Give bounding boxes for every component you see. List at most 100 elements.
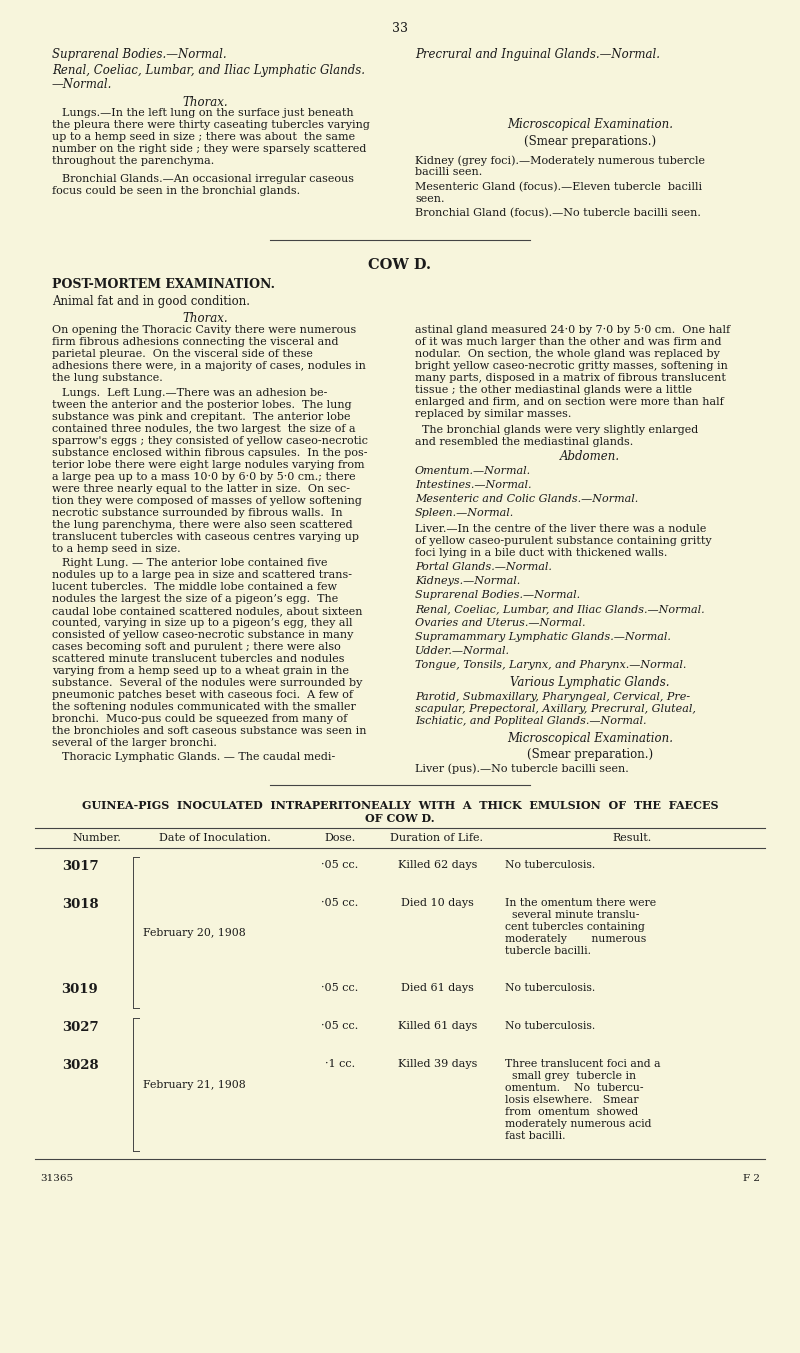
Text: Ischiatic, and Popliteal Glands.—Normal.: Ischiatic, and Popliteal Glands.—Normal. (415, 716, 646, 727)
Text: Kidney (grey foci).—Moderately numerous tubercle: Kidney (grey foci).—Moderately numerous … (415, 156, 705, 165)
Text: tissue ; the other mediastinal glands were a little: tissue ; the other mediastinal glands we… (415, 386, 692, 395)
Text: 3027: 3027 (62, 1022, 98, 1034)
Text: No tuberculosis.: No tuberculosis. (505, 1022, 595, 1031)
Text: Died 61 days: Died 61 days (401, 984, 474, 993)
Text: several minute translu-: several minute translu- (505, 911, 639, 920)
Text: up to a hemp seed in size ; there was about  the same: up to a hemp seed in size ; there was ab… (52, 133, 355, 142)
Text: Thorax.: Thorax. (182, 313, 228, 325)
Text: scapular, Prepectoral, Axillary, Precrural, Gluteal,: scapular, Prepectoral, Axillary, Precrur… (415, 704, 696, 714)
Text: tion they were composed of masses of yellow softening: tion they were composed of masses of yel… (52, 497, 362, 506)
Text: varying from a hemp seed up to a wheat grain in the: varying from a hemp seed up to a wheat g… (52, 666, 349, 676)
Text: foci lying in a bile duct with thickened walls.: foci lying in a bile duct with thickened… (415, 548, 667, 557)
Text: Renal, Coeliac, Lumbar, and Iliac Glands.—Normal.: Renal, Coeliac, Lumbar, and Iliac Glands… (415, 603, 705, 614)
Text: Killed 39 days: Killed 39 days (398, 1059, 477, 1069)
Text: Three translucent foci and a: Three translucent foci and a (505, 1059, 661, 1069)
Text: Died 10 days: Died 10 days (401, 898, 474, 908)
Text: nodular.  On section, the whole gland was replaced by: nodular. On section, the whole gland was… (415, 349, 720, 359)
Text: Lungs.—In the left lung on the surface just beneath: Lungs.—In the left lung on the surface j… (62, 108, 354, 118)
Text: necrotic substance surrounded by fibrous walls.  In: necrotic substance surrounded by fibrous… (52, 507, 342, 518)
Text: were three nearly equal to the latter in size.  On sec-: were three nearly equal to the latter in… (52, 484, 350, 494)
Text: Udder.—Normal.: Udder.—Normal. (415, 645, 510, 656)
Text: tween the anterior and the posterior lobes.  The lung: tween the anterior and the posterior lob… (52, 400, 352, 410)
Text: 3019: 3019 (62, 984, 98, 996)
Text: Result.: Result. (612, 833, 652, 843)
Text: In the omentum there were: In the omentum there were (505, 898, 656, 908)
Text: Parotid, Submaxillary, Pharyngeal, Cervical, Pre-: Parotid, Submaxillary, Pharyngeal, Cervi… (415, 691, 690, 702)
Text: bright yellow caseo-necrotic gritty masses, softening in: bright yellow caseo-necrotic gritty mass… (415, 361, 728, 371)
Text: 3017: 3017 (62, 861, 98, 873)
Text: 31365: 31365 (40, 1174, 73, 1183)
Text: of it was much larger than the other and was firm and: of it was much larger than the other and… (415, 337, 722, 346)
Text: February 21, 1908: February 21, 1908 (143, 1081, 246, 1091)
Text: counted, varying in size up to a pigeon’s egg, they all: counted, varying in size up to a pigeon’… (52, 618, 353, 628)
Text: the lung substance.: the lung substance. (52, 373, 162, 383)
Text: No tuberculosis.: No tuberculosis. (505, 984, 595, 993)
Text: Liver.—In the centre of the liver there was a nodule: Liver.—In the centre of the liver there … (415, 524, 706, 534)
Text: Number.: Number. (73, 833, 122, 843)
Text: Tongue, Tonsils, Larynx, and Pharynx.—Normal.: Tongue, Tonsils, Larynx, and Pharynx.—No… (415, 660, 686, 670)
Text: the bronchioles and soft caseous substance was seen in: the bronchioles and soft caseous substan… (52, 727, 366, 736)
Text: moderately numerous acid: moderately numerous acid (505, 1119, 651, 1128)
Text: the lung parenchyma, there were also seen scattered: the lung parenchyma, there were also see… (52, 520, 353, 530)
Text: cases becoming soft and purulent ; there were also: cases becoming soft and purulent ; there… (52, 643, 341, 652)
Text: firm fibrous adhesions connecting the visceral and: firm fibrous adhesions connecting the vi… (52, 337, 338, 346)
Text: Bronchial Glands.—An occasional irregular caseous: Bronchial Glands.—An occasional irregula… (62, 175, 354, 184)
Text: Right Lung. — The anterior lobe contained five: Right Lung. — The anterior lobe containe… (62, 557, 327, 568)
Text: On opening the Thoracic Cavity there were numerous: On opening the Thoracic Cavity there wer… (52, 325, 356, 336)
Text: Kidneys.—Normal.: Kidneys.—Normal. (415, 576, 520, 586)
Text: throughout the parenchyma.: throughout the parenchyma. (52, 156, 214, 166)
Text: Spleen.—Normal.: Spleen.—Normal. (415, 507, 514, 518)
Text: seen.: seen. (415, 193, 445, 204)
Text: (Smear preparations.): (Smear preparations.) (524, 135, 656, 147)
Text: omentum.    No  tubercu-: omentum. No tubercu- (505, 1082, 643, 1093)
Text: ·05 cc.: ·05 cc. (322, 861, 358, 870)
Text: Dose.: Dose. (324, 833, 356, 843)
Text: substance.  Several of the nodules were surrounded by: substance. Several of the nodules were s… (52, 678, 362, 687)
Text: substance enclosed within fibrous capsules.  In the pos-: substance enclosed within fibrous capsul… (52, 448, 367, 459)
Text: Microscopical Examination.: Microscopical Examination. (507, 118, 673, 131)
Text: Suprarenal Bodies.—Normal.: Suprarenal Bodies.—Normal. (415, 590, 580, 599)
Text: (Smear preparation.): (Smear preparation.) (527, 748, 653, 760)
Text: parietal pleurae.  On the visceral side of these: parietal pleurae. On the visceral side o… (52, 349, 313, 359)
Text: Abdomen.: Abdomen. (560, 451, 620, 463)
Text: ·1 cc.: ·1 cc. (325, 1059, 355, 1069)
Text: nodules up to a large pea in size and scattered trans-: nodules up to a large pea in size and sc… (52, 570, 352, 580)
Text: the softening nodules communicated with the smaller: the softening nodules communicated with … (52, 702, 356, 712)
Text: 33: 33 (392, 22, 408, 35)
Text: a large pea up to a mass 10·0 by 6·0 by 5·0 cm.; there: a large pea up to a mass 10·0 by 6·0 by … (52, 472, 356, 482)
Text: bacilli seen.: bacilli seen. (415, 166, 482, 177)
Text: OF COW D.: OF COW D. (365, 813, 435, 824)
Text: Duration of Life.: Duration of Life. (390, 833, 483, 843)
Text: and resembled the mediastinal glands.: and resembled the mediastinal glands. (415, 437, 634, 446)
Text: focus could be seen in the bronchial glands.: focus could be seen in the bronchial gla… (52, 185, 300, 196)
Text: losis elsewhere.   Smear: losis elsewhere. Smear (505, 1095, 638, 1105)
Text: the pleura there were thirty caseating tubercles varying: the pleura there were thirty caseating t… (52, 120, 370, 130)
Text: from  omentum  showed: from omentum showed (505, 1107, 638, 1118)
Text: Supramammary Lymphatic Glands.—Normal.: Supramammary Lymphatic Glands.—Normal. (415, 632, 671, 643)
Text: Intestines.—Normal.: Intestines.—Normal. (415, 480, 531, 490)
Text: Animal fat and in good condition.: Animal fat and in good condition. (52, 295, 250, 308)
Text: F 2: F 2 (743, 1174, 760, 1183)
Text: enlarged and firm, and on section were more than half: enlarged and firm, and on section were m… (415, 396, 724, 407)
Text: Killed 61 days: Killed 61 days (398, 1022, 477, 1031)
Text: small grey  tubercle in: small grey tubercle in (505, 1072, 636, 1081)
Text: Various Lymphatic Glands.: Various Lymphatic Glands. (510, 676, 670, 689)
Text: cent tubercles containing: cent tubercles containing (505, 921, 645, 932)
Text: Lungs.  Left Lung.—There was an adhesion be-: Lungs. Left Lung.—There was an adhesion … (62, 388, 327, 398)
Text: scattered minute translucent tubercles and nodules: scattered minute translucent tubercles a… (52, 653, 345, 664)
Text: substance was pink and crepitant.  The anterior lobe: substance was pink and crepitant. The an… (52, 413, 350, 422)
Text: astinal gland measured 24·0 by 7·0 by 5·0 cm.  One half: astinal gland measured 24·0 by 7·0 by 5·… (415, 325, 730, 336)
Text: Mesenteric and Colic Glands.—Normal.: Mesenteric and Colic Glands.—Normal. (415, 494, 638, 505)
Text: adhesions there were, in a majority of cases, nodules in: adhesions there were, in a majority of c… (52, 361, 366, 371)
Text: 3028: 3028 (62, 1059, 98, 1072)
Text: Liver (pus).—No tubercle bacilli seen.: Liver (pus).—No tubercle bacilli seen. (415, 763, 629, 774)
Text: February 20, 1908: February 20, 1908 (143, 928, 246, 939)
Text: The bronchial glands were very slightly enlarged: The bronchial glands were very slightly … (415, 425, 698, 436)
Text: contained three nodules, the two largest  the size of a: contained three nodules, the two largest… (52, 423, 356, 434)
Text: number on the right side ; they were sparsely scattered: number on the right side ; they were spa… (52, 143, 366, 154)
Text: Killed 62 days: Killed 62 days (398, 861, 477, 870)
Text: Microscopical Examination.: Microscopical Examination. (507, 732, 673, 746)
Text: —Normal.: —Normal. (52, 78, 112, 91)
Text: POST-MORTEM EXAMINATION.: POST-MORTEM EXAMINATION. (52, 277, 275, 291)
Text: replaced by similar masses.: replaced by similar masses. (415, 409, 571, 419)
